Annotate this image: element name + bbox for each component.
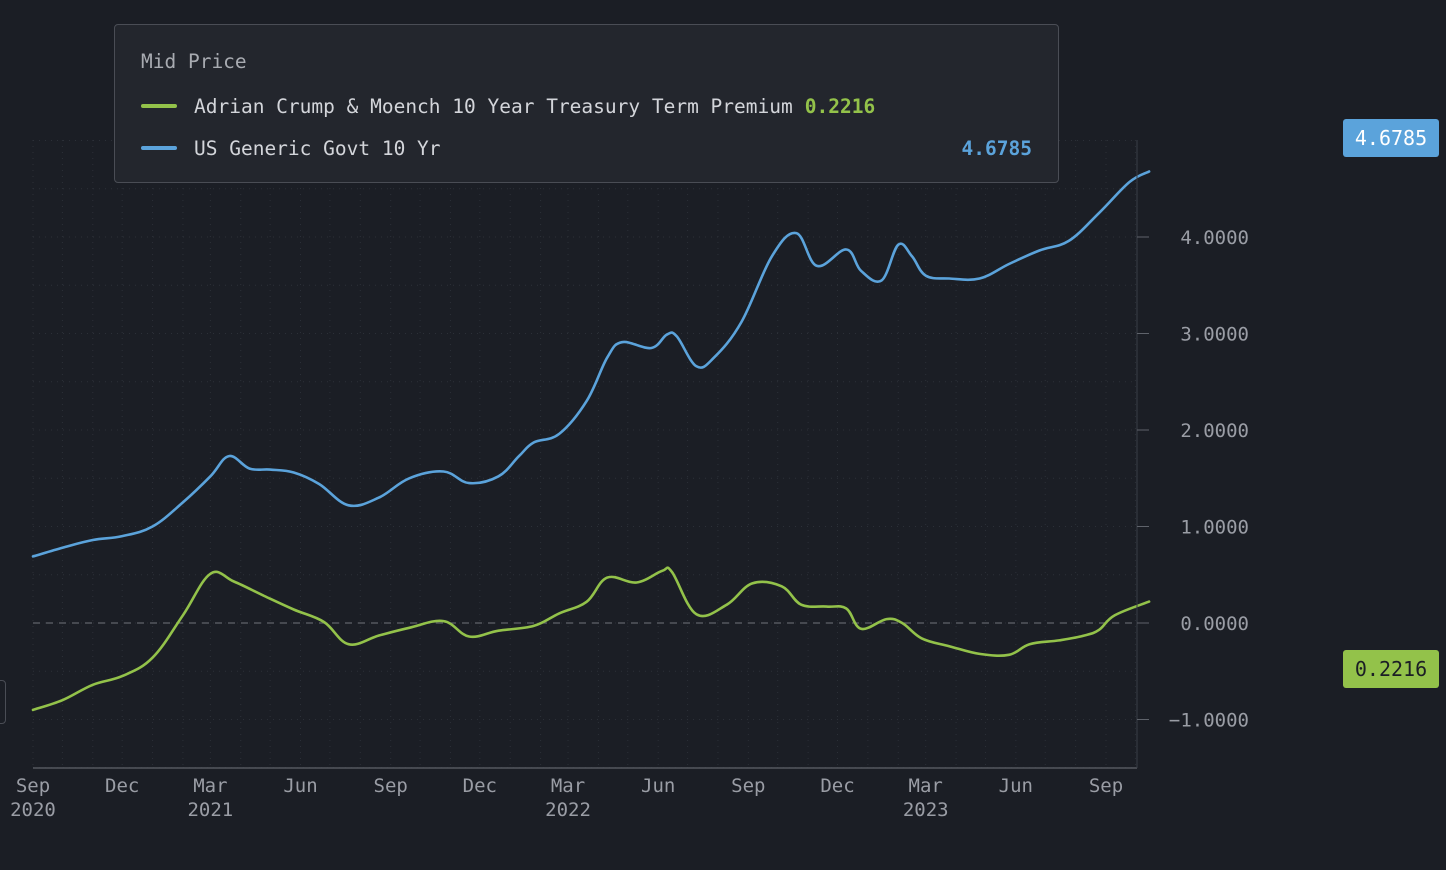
legend-row-term-premium[interactable]: Adrian Crump & Moench 10 Year Treasury T… <box>141 92 1032 120</box>
legend-swatch-govt-10yr <box>141 146 177 150</box>
x-tick-year-label: 2023 <box>903 799 949 821</box>
scroll-handle[interactable] <box>0 680 6 724</box>
y-axis: 4.0000 3.0000 2.0000 1.0000 0.0000 −1.0000 <box>1136 140 1249 768</box>
x-tick-year-label: 2022 <box>545 799 591 821</box>
x-tick-label: Sep <box>16 775 50 797</box>
x-tick-year-label: 2021 <box>187 799 233 821</box>
y-tick-label: −1.0000 <box>1169 710 1249 732</box>
x-tick-label: Jun <box>999 775 1033 797</box>
legend-series-name: US Generic Govt 10 Yr <box>194 136 441 160</box>
grid <box>32 140 1137 769</box>
x-tick-label: Dec <box>820 775 854 797</box>
x-tick-label: Sep <box>1089 775 1123 797</box>
legend-swatch-term-premium <box>141 104 177 108</box>
series-line-adrian-crump-moench-10-year-treasury-term-premium[interactable] <box>31 566 1151 712</box>
legend-row-govt-10yr[interactable]: US Generic Govt 10 Yr 4.6785 <box>141 134 1032 162</box>
x-tick-label: Jun <box>283 775 317 797</box>
x-tick-label: Dec <box>463 775 497 797</box>
x-tick-label: Mar <box>193 775 227 797</box>
x-tick-label: Dec <box>105 775 139 797</box>
legend-series-name: Adrian Crump & Moench 10 Year Treasury T… <box>194 94 793 118</box>
series-lines <box>31 170 1151 712</box>
x-tick-label: Sep <box>374 775 408 797</box>
legend-series-value: 4.6785 <box>961 136 1032 160</box>
x-tick-year-label: 2020 <box>10 799 56 821</box>
y-tick-label: 2.0000 <box>1180 420 1249 442</box>
x-tick-label: Mar <box>909 775 943 797</box>
x-tick-label: Jun <box>641 775 675 797</box>
legend-tooltip: Mid Price Adrian Crump & Moench 10 Year … <box>114 24 1059 183</box>
legend-series-value: 0.2216 <box>804 94 876 118</box>
last-value-tag-term-premium: 0.2216 <box>1343 650 1439 688</box>
last-value-tag-govt-10yr: 4.6785 <box>1343 119 1439 157</box>
x-tick-label: Mar <box>551 775 585 797</box>
y-tick-label: 3.0000 <box>1180 324 1249 346</box>
y-tick-label: 4.0000 <box>1180 227 1249 249</box>
y-tick-label: 0.0000 <box>1180 613 1249 635</box>
y-tick-label: 1.0000 <box>1180 517 1249 539</box>
x-tick-label: Sep <box>731 775 765 797</box>
legend-title: Mid Price <box>141 50 247 73</box>
series-line-us-generic-govt-10-yr[interactable] <box>31 170 1151 558</box>
